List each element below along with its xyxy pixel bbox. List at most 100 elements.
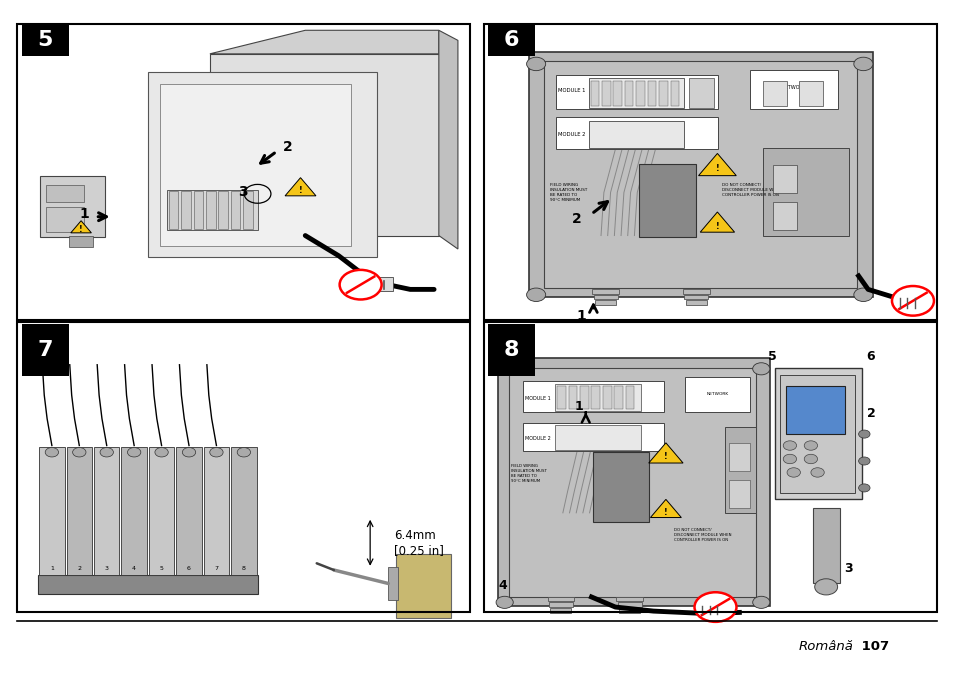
Circle shape: [853, 57, 872, 71]
Bar: [568, 386, 577, 409]
Bar: [579, 386, 588, 409]
Text: 6.4mm
[0.25 in]: 6.4mm [0.25 in]: [394, 529, 443, 557]
Bar: [181, 191, 191, 229]
Bar: [588, 78, 683, 108]
Circle shape: [752, 596, 769, 608]
Text: 4: 4: [497, 579, 507, 592]
Bar: [40, 176, 105, 237]
Bar: [549, 602, 572, 607]
Bar: [624, 81, 633, 106]
Circle shape: [45, 448, 58, 457]
Bar: [774, 368, 862, 499]
Text: 2: 2: [865, 407, 875, 421]
Bar: [670, 81, 679, 106]
Polygon shape: [698, 153, 736, 176]
Text: 8: 8: [503, 340, 519, 360]
Text: 7: 7: [214, 565, 218, 571]
Text: 2: 2: [283, 140, 293, 153]
Text: 5: 5: [37, 30, 53, 50]
Text: 7: 7: [37, 340, 53, 360]
Bar: [602, 386, 611, 409]
Circle shape: [853, 288, 872, 302]
Bar: [231, 447, 256, 575]
Bar: [682, 289, 709, 294]
Text: FIELD WIRING
INSULATION MUST
BE RATED TO
90°C MINIMUM: FIELD WIRING INSULATION MUST BE RATED TO…: [549, 183, 586, 202]
Text: 6: 6: [187, 565, 191, 571]
Bar: [206, 191, 215, 229]
Bar: [485, 323, 934, 611]
Bar: [148, 72, 376, 257]
Bar: [176, 447, 202, 575]
Text: 8: 8: [242, 565, 246, 571]
Bar: [522, 381, 663, 412]
Text: !: !: [715, 164, 719, 174]
Bar: [218, 191, 228, 229]
Circle shape: [339, 270, 381, 299]
Circle shape: [154, 448, 168, 457]
Text: 3: 3: [105, 565, 109, 571]
Bar: [547, 597, 574, 602]
Bar: [684, 377, 749, 412]
Text: MODULE 1: MODULE 1: [524, 396, 550, 401]
Bar: [724, 427, 755, 513]
Bar: [19, 323, 468, 611]
Text: MODULE 2: MODULE 2: [558, 132, 585, 137]
Text: DO NOT CONNECT/
DISCONNECT MODULE WHEN
CONTROLLER POWER IS ON: DO NOT CONNECT/ DISCONNECT MODULE WHEN C…: [673, 528, 730, 542]
Polygon shape: [285, 178, 315, 196]
Polygon shape: [438, 30, 457, 249]
Bar: [388, 567, 397, 600]
Bar: [799, 81, 822, 106]
Bar: [772, 165, 796, 193]
Bar: [160, 84, 351, 246]
Text: 3: 3: [238, 186, 248, 199]
Bar: [488, 324, 535, 376]
Bar: [812, 508, 839, 583]
Circle shape: [858, 484, 869, 492]
Bar: [762, 148, 848, 236]
Text: 1: 1: [576, 310, 585, 323]
Bar: [762, 81, 786, 106]
Bar: [557, 386, 565, 409]
Bar: [485, 25, 934, 318]
Circle shape: [752, 363, 769, 375]
Bar: [595, 300, 616, 305]
Circle shape: [782, 441, 796, 450]
Circle shape: [858, 430, 869, 438]
Bar: [618, 608, 639, 612]
Bar: [556, 75, 718, 109]
Bar: [780, 375, 854, 493]
Polygon shape: [700, 212, 734, 232]
Bar: [614, 386, 622, 409]
Bar: [592, 289, 618, 294]
Bar: [618, 602, 641, 607]
Text: 2: 2: [572, 212, 581, 225]
Bar: [509, 368, 755, 597]
Bar: [683, 295, 707, 299]
Bar: [785, 386, 844, 434]
Bar: [601, 81, 610, 106]
Text: !: !: [715, 221, 719, 231]
Bar: [688, 78, 713, 108]
Text: 5: 5: [159, 565, 163, 571]
Text: 5: 5: [767, 350, 777, 363]
Bar: [167, 190, 257, 230]
Text: 6: 6: [503, 30, 519, 50]
Bar: [169, 191, 178, 229]
Bar: [625, 386, 634, 409]
Bar: [488, 25, 535, 56]
Bar: [483, 24, 936, 320]
Bar: [22, 324, 69, 376]
Circle shape: [128, 448, 141, 457]
Polygon shape: [650, 499, 680, 518]
Bar: [550, 608, 571, 612]
Polygon shape: [648, 443, 682, 463]
Bar: [17, 322, 470, 612]
Bar: [555, 384, 640, 411]
Bar: [231, 191, 240, 229]
Text: !: !: [79, 225, 83, 234]
Circle shape: [786, 468, 800, 477]
Text: 1: 1: [574, 400, 583, 413]
Circle shape: [526, 288, 545, 302]
Bar: [613, 81, 621, 106]
Bar: [555, 425, 640, 450]
